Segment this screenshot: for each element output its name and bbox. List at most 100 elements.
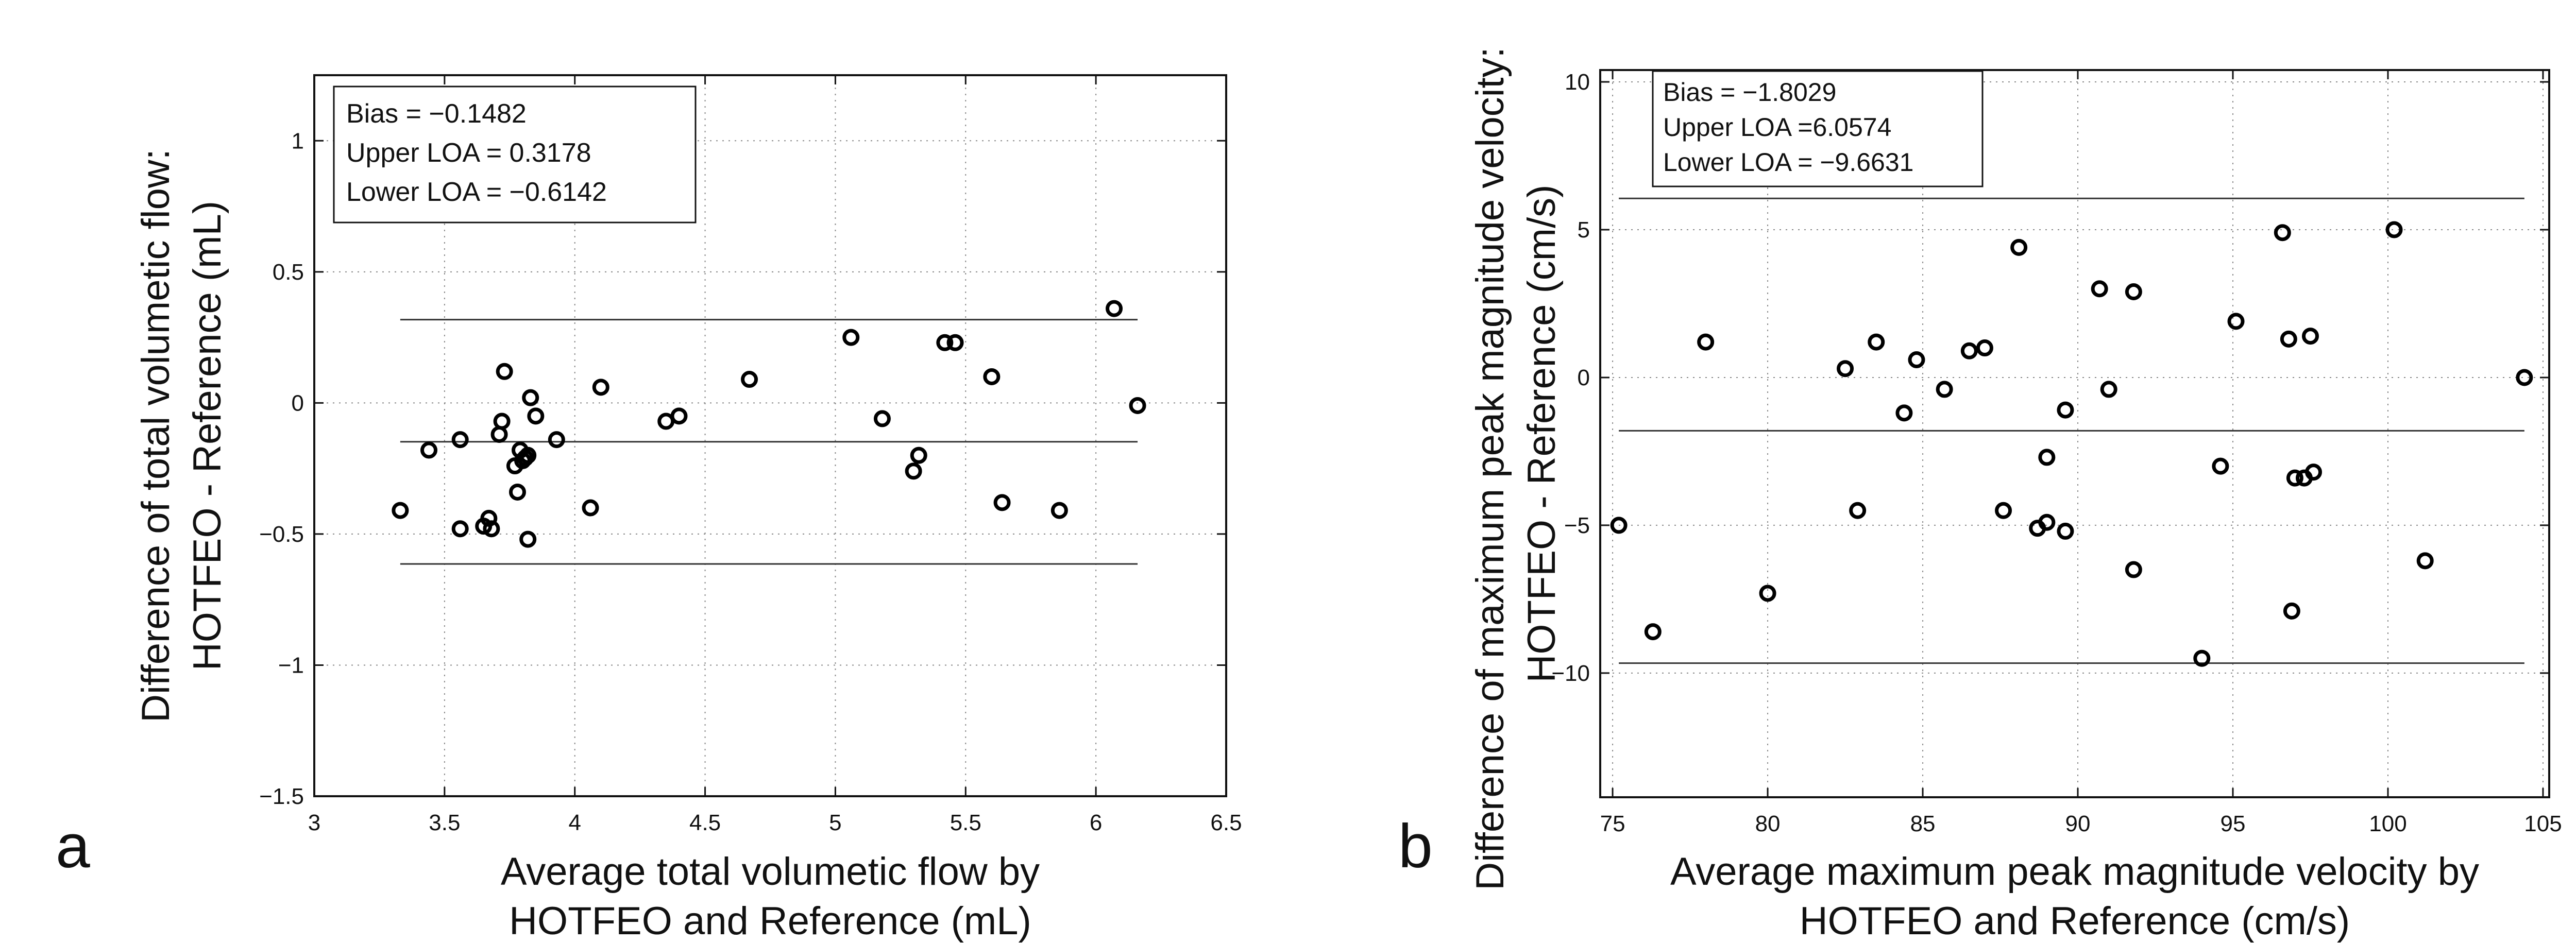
panel-a-data-point [936, 334, 954, 351]
panel-a-xtick-label: 6 [1090, 810, 1102, 835]
panel-a-ytick-label: −1 [278, 653, 304, 678]
panel-b-data-point [2385, 221, 2403, 238]
panel-a-xtick-label: 3 [308, 810, 320, 835]
panel-b-data-point [2038, 513, 2056, 531]
panel-b-xtick-label: 80 [1755, 811, 1781, 836]
panel-a-xtick-label: 5.5 [950, 810, 981, 835]
panel-b-data-point [1960, 342, 1978, 359]
panel-b-data-point [2416, 552, 2434, 570]
panel-a-xlabel-line1: Average total volumetic flow by [501, 850, 1040, 894]
panel-b-xlabel-line2: HOTFEO and Reference (cm/s) [1800, 899, 2350, 943]
panel-b-data-point [2227, 313, 2245, 330]
panel-a-data-point [1106, 300, 1123, 317]
panel-b-ytick-label: −5 [1564, 513, 1590, 538]
panel-a-data-point [517, 449, 534, 467]
panel-a-bias-text: Bias = −0.1482 [346, 99, 527, 129]
panel-a-data-point [1129, 397, 1146, 414]
panel-a-data-point [480, 509, 498, 527]
panel-b-data-point [1610, 517, 1628, 534]
panel-b-data-point [2091, 280, 2108, 298]
panel-a-ytick-label: 0.5 [273, 260, 304, 285]
panel-a-data-point [670, 407, 688, 425]
panel-b-ytick-label: −10 [1551, 661, 1590, 686]
panel-a-xtick-label: 4 [568, 810, 581, 835]
panel-b-data-point [1908, 351, 1925, 369]
panel-a-data-point [905, 462, 922, 480]
panel-b-label: b [1398, 812, 1433, 881]
panel-a-data-point [993, 494, 1011, 511]
panel-b-xlabel-line1: Average maximum peak magnitude velocity … [1670, 850, 2479, 894]
panel-b-data-point [2274, 224, 2291, 242]
panel-a-xtick-label: 5 [829, 810, 841, 835]
panel-b-data-point [2038, 449, 2056, 466]
panel-b-data-point [1936, 381, 1953, 398]
panel-a-xlabel-line2: HOTFEO and Reference (mL) [509, 899, 1031, 943]
panel-a-xtick-label: 6.5 [1210, 810, 1242, 835]
panel-a-data-point [496, 363, 513, 380]
panel-a-grid [314, 75, 1226, 796]
panel-b-ylabel-line1: Difference of maximum peak magnitude vel… [1468, 47, 1512, 890]
panel-b-data-point [2280, 330, 2297, 348]
panel-b-data-point [1697, 333, 1715, 351]
panel-b-data-point [2283, 602, 2300, 620]
panel-b-xtick-label: 105 [2524, 811, 2562, 836]
panel-a-data-point [983, 368, 1001, 385]
panel-b-data-point [2057, 522, 2074, 540]
panel-b-data-point [2286, 469, 2303, 487]
panel-a-ytick-label: −0.5 [259, 522, 304, 547]
panel-b-bias-text: Bias = −1.8029 [1663, 78, 1836, 107]
panel-a-data-point [527, 407, 545, 425]
panel-a-label: a [56, 812, 90, 881]
panel-b-data-point [1759, 585, 1776, 602]
panel-b-data-point [1976, 339, 1993, 357]
panel-b-data-point [2057, 401, 2074, 419]
panel-a-data-point [946, 334, 964, 351]
panel-a-data-point [519, 530, 537, 548]
panel-b-data-point [2010, 238, 2028, 256]
panel-b-stats-box: Bias = −1.8029 Upper LOA =6.0574 Lower L… [1652, 70, 1984, 187]
panel-b-data-point [1895, 404, 1913, 422]
panel-a-data-point [592, 379, 609, 396]
panel-b-data-point [2305, 464, 2323, 481]
panel-b-lower-loa-text: Lower LOA = −9.6631 [1663, 148, 1913, 177]
panel-a-data-point [582, 499, 599, 517]
panel-b-xtick-label: 90 [2065, 811, 2091, 836]
panel-b-chart: 75 80 85 90 95 100 105 −10 −5 0 5 10 Bias = −1.8029… [1398, 47, 2562, 943]
panel-a-lower-loa-text: Lower LOA = −0.6142 [346, 177, 607, 207]
panel-b-xtick-label: 100 [2369, 811, 2406, 836]
panel-a-stats-frame [333, 85, 697, 224]
panel-a-ytick-label: 1 [292, 128, 304, 153]
panel-a-xtick-label: 3.5 [429, 810, 460, 835]
panel-a-ytick-label: 0 [292, 390, 304, 416]
panel-b-upper-loa-text: Upper LOA =6.0574 [1663, 113, 1891, 142]
panel-a-data-point [1050, 502, 1068, 519]
panel-b-data-point [2125, 561, 2142, 578]
panel-b-data-point [1868, 333, 1885, 351]
panel-b-ytick-label: 5 [1578, 217, 1590, 243]
panel-a-ylabel-line2: HOTFEO - Reference (mL) [185, 201, 229, 671]
panel-a-data-point [451, 431, 469, 449]
panel-b-data-point [2193, 649, 2211, 667]
panel-a-data-point [910, 447, 927, 464]
panel-b-ticks: 75 80 85 90 95 100 105 −10 −5 0 5 10 [1551, 70, 2562, 836]
panel-b-grid [1600, 70, 2549, 797]
panel-a-data-point [873, 410, 891, 427]
panel-a-data-point [519, 447, 537, 464]
panel-a-data-point [842, 329, 860, 346]
panel-a-data-point [483, 520, 500, 538]
panel-b-points [1610, 221, 2533, 667]
panel-a-data-point [420, 441, 438, 459]
panel-b-loa-lines [1619, 197, 2524, 664]
panel-b-data-point [1849, 502, 1867, 519]
panel-a-ticks: 3 3.5 4 4.5 5 5.5 6 6.5 −1.5 −1 −0.5 0 0.5 1 [259, 75, 1242, 835]
panel-b-xtick-label: 95 [2221, 811, 2246, 836]
panel-b-plot-area [1599, 69, 2550, 798]
panel-a-data-point [548, 431, 565, 449]
panel-b-data-point [2100, 381, 2117, 398]
panel-a-upper-loa-text: Upper LOA = 0.3178 [346, 138, 591, 168]
panel-b-xtick-label: 85 [1910, 811, 1936, 836]
panel-b-ytick-label: 10 [1565, 70, 1590, 95]
panel-b-data-point [2212, 457, 2229, 475]
panel-a-data-point [392, 502, 409, 519]
panel-b-data-point [2516, 369, 2533, 386]
